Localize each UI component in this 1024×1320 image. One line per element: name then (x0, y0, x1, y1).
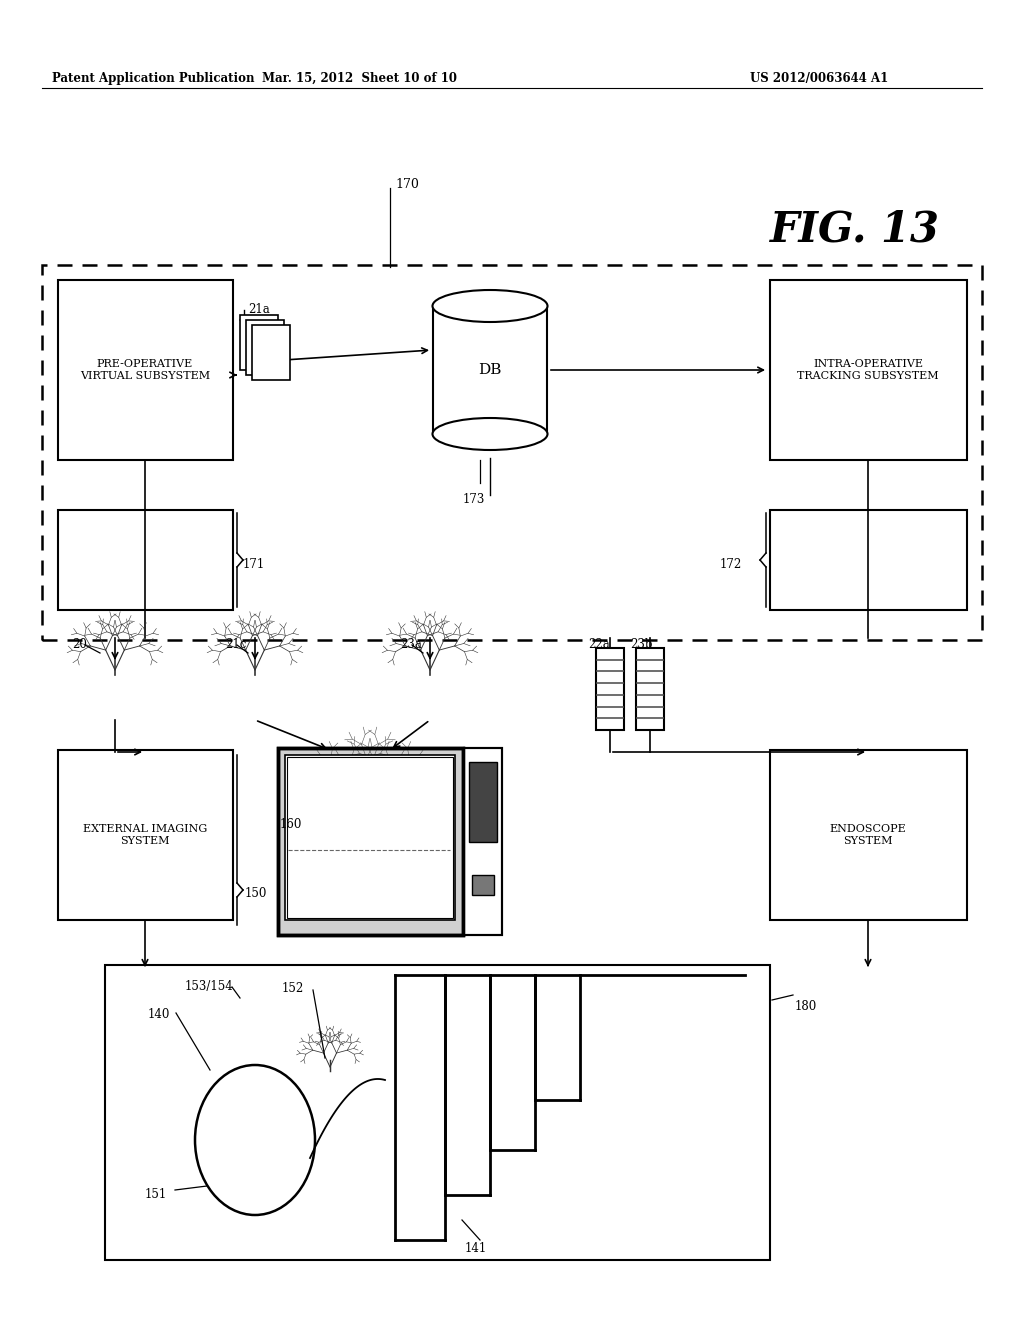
Text: 141: 141 (465, 1242, 487, 1255)
Ellipse shape (195, 1065, 315, 1214)
Text: 21a: 21a (248, 304, 269, 315)
Text: Patent Application Publication: Patent Application Publication (52, 73, 255, 84)
Text: 22a: 22a (588, 638, 609, 651)
Text: 21c: 21c (225, 638, 247, 651)
Text: 170: 170 (395, 178, 419, 191)
Text: US 2012/0063644 A1: US 2012/0063644 A1 (750, 73, 888, 84)
Bar (464, 748, 502, 935)
Bar (285, 755, 455, 920)
Bar (469, 762, 497, 842)
Bar (278, 748, 463, 935)
Text: INTRA-OPERATIVE
TRACKING SUBSYSTEM: INTRA-OPERATIVE TRACKING SUBSYSTEM (798, 359, 939, 380)
Text: 151: 151 (145, 1188, 167, 1201)
Bar (246, 319, 284, 375)
Bar (636, 648, 664, 730)
Bar (472, 875, 494, 895)
Text: 23a: 23a (400, 638, 422, 651)
Text: PRE-OPERATIVE
VIRTUAL SUBSYSTEM: PRE-OPERATIVE VIRTUAL SUBSYSTEM (80, 359, 210, 380)
Bar (278, 748, 463, 935)
Text: FIG. 13: FIG. 13 (770, 209, 940, 249)
Text: 152: 152 (282, 982, 304, 995)
Text: 150: 150 (245, 887, 267, 900)
Bar (770, 510, 967, 610)
Bar (58, 280, 233, 459)
Bar (287, 756, 453, 917)
Text: Mar. 15, 2012  Sheet 10 of 10: Mar. 15, 2012 Sheet 10 of 10 (262, 73, 458, 84)
Text: DB: DB (478, 363, 502, 378)
Text: 140: 140 (148, 1008, 170, 1020)
Bar (58, 750, 233, 920)
Bar (464, 748, 502, 935)
Text: 160: 160 (280, 818, 302, 832)
Bar (770, 280, 967, 459)
Text: 153/154: 153/154 (185, 979, 233, 993)
Text: 171: 171 (243, 558, 265, 572)
Text: 172: 172 (720, 558, 742, 572)
Ellipse shape (432, 290, 548, 322)
Text: ENDOSCOPE
SYSTEM: ENDOSCOPE SYSTEM (829, 824, 906, 846)
Text: 23b: 23b (630, 638, 652, 651)
Bar (58, 510, 233, 610)
Text: 173: 173 (463, 492, 485, 506)
Bar (770, 750, 967, 920)
Text: 180: 180 (795, 1001, 817, 1012)
Bar (240, 315, 278, 370)
Bar (105, 965, 770, 1261)
Text: 20: 20 (72, 638, 87, 651)
Text: EXTERNAL IMAGING
SYSTEM: EXTERNAL IMAGING SYSTEM (83, 824, 207, 846)
Bar (252, 325, 290, 380)
Bar (596, 648, 624, 730)
Ellipse shape (432, 418, 548, 450)
Bar (42, 265, 982, 640)
